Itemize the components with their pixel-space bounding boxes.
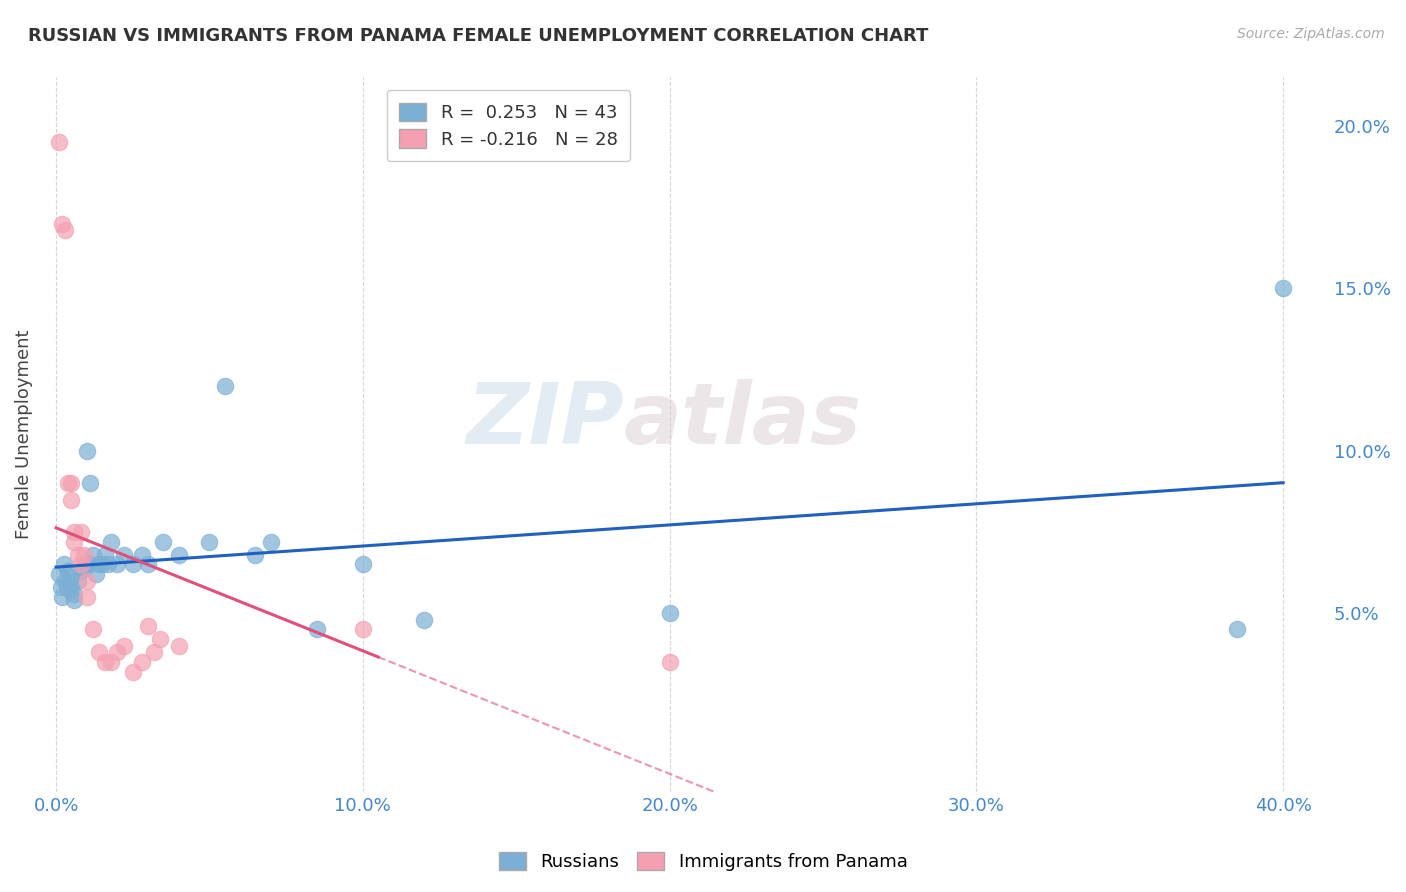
Point: [53, 223, 76, 237]
Point: [1226, 623, 1249, 637]
Point: [112, 639, 135, 653]
Point: [49, 580, 72, 594]
Point: [60, 492, 83, 507]
Point: [59, 583, 82, 598]
Point: [69, 524, 91, 539]
Point: [136, 619, 159, 633]
Point: [76, 574, 98, 588]
Point: [167, 639, 190, 653]
Point: [94, 548, 117, 562]
Point: [79, 558, 101, 572]
Point: [69, 564, 91, 578]
Point: [48, 136, 70, 150]
Point: [51, 217, 73, 231]
Point: [56, 580, 79, 594]
Point: [87, 558, 110, 572]
Point: [51, 590, 73, 604]
Point: [91, 558, 114, 572]
Point: [131, 655, 153, 669]
Point: [97, 558, 120, 572]
Point: [121, 558, 143, 572]
Point: [100, 655, 122, 669]
Point: [198, 534, 221, 549]
Point: [60, 476, 83, 491]
Point: [53, 574, 76, 588]
Point: [76, 443, 98, 458]
Point: [66, 548, 89, 562]
Point: [82, 548, 104, 562]
Point: [112, 548, 135, 562]
Point: [658, 606, 681, 620]
Text: Source: ZipAtlas.com: Source: ZipAtlas.com: [1237, 27, 1385, 41]
Point: [149, 632, 172, 646]
Point: [352, 558, 374, 572]
Point: [152, 534, 174, 549]
Point: [76, 590, 98, 604]
Point: [107, 558, 129, 572]
Point: [73, 548, 96, 562]
Text: ZIP: ZIP: [467, 379, 624, 462]
Point: [63, 524, 86, 539]
Point: [305, 623, 328, 637]
Point: [214, 379, 236, 393]
Point: [76, 558, 98, 572]
Point: [413, 613, 436, 627]
Point: [60, 577, 83, 591]
Point: [143, 645, 166, 659]
Point: [66, 574, 89, 588]
Point: [136, 558, 159, 572]
Legend: Russians, Immigrants from Panama: Russians, Immigrants from Panama: [491, 845, 915, 879]
Text: RUSSIAN VS IMMIGRANTS FROM PANAMA FEMALE UNEMPLOYMENT CORRELATION CHART: RUSSIAN VS IMMIGRANTS FROM PANAMA FEMALE…: [28, 27, 928, 45]
Point: [52, 558, 75, 572]
Point: [94, 655, 117, 669]
Point: [352, 623, 374, 637]
Point: [87, 645, 110, 659]
Point: [167, 548, 190, 562]
Point: [131, 548, 153, 562]
Point: [58, 476, 80, 491]
Legend: R =  0.253   N = 43, R = -0.216   N = 28: R = 0.253 N = 43, R = -0.216 N = 28: [387, 90, 630, 161]
Point: [60, 570, 83, 584]
Text: atlas: atlas: [624, 379, 862, 462]
Point: [58, 564, 80, 578]
Point: [121, 665, 143, 679]
Point: [63, 593, 86, 607]
Point: [658, 655, 681, 669]
Point: [48, 567, 70, 582]
Point: [82, 623, 104, 637]
Point: [1272, 281, 1295, 295]
Point: [63, 534, 86, 549]
Point: [73, 560, 96, 574]
Point: [79, 476, 101, 491]
Point: [260, 534, 283, 549]
Point: [63, 587, 86, 601]
Point: [84, 567, 107, 582]
Point: [245, 548, 267, 562]
Point: [100, 534, 122, 549]
Y-axis label: Female Unemployment: Female Unemployment: [15, 330, 32, 540]
Point: [69, 558, 91, 572]
Point: [107, 645, 129, 659]
